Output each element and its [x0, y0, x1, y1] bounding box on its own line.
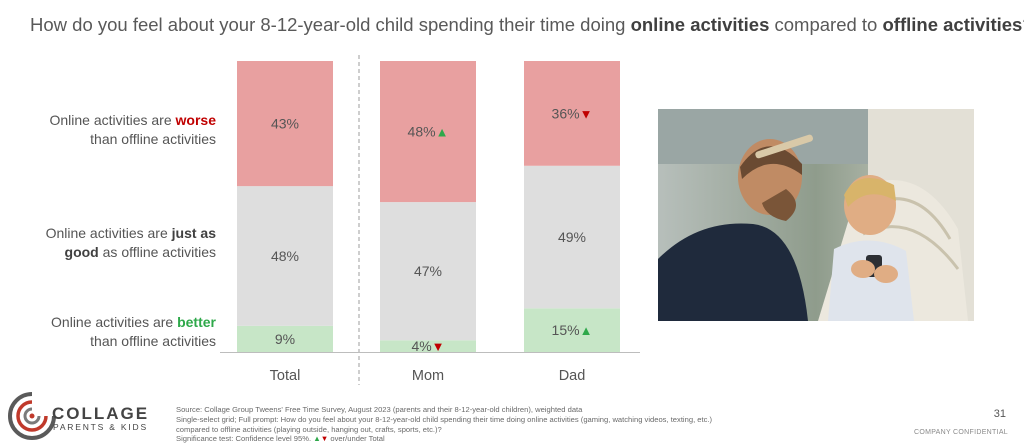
confidential-label: COMPANY CONFIDENTIAL [913, 429, 1008, 436]
data-label-better-dad: 15%▲ [552, 322, 593, 338]
footnote-prompt-cont: compared to offline activities (playing … [176, 424, 442, 434]
footnote-prompt: Single-select grid; Full prompt: How do … [176, 414, 713, 424]
category-label-dad: Dad [559, 368, 586, 384]
row-label-worse: Online activities are worse than offline… [49, 112, 216, 147]
sig-down-icon: ▼ [432, 339, 445, 354]
father-son-photo [658, 109, 974, 321]
data-label-same-dad: 49% [558, 229, 586, 245]
sig-up-icon: ▲ [436, 125, 449, 140]
footnote-significance: Significance test: Confidence level 95%.… [176, 434, 385, 444]
sig-down-icon: ▼ [320, 434, 329, 444]
bar-worse-mom [380, 61, 476, 203]
data-label-better-total: 9% [275, 331, 295, 347]
data-label-worse-mom: 48%▲ [408, 124, 449, 140]
sig-up-icon: ▲ [580, 323, 593, 338]
slide-title: How do you feel about your 8-12-year-old… [30, 14, 1024, 35]
row-label-better: Online activities are better than offlin… [51, 314, 216, 349]
bar-better-dad [524, 308, 620, 352]
logo-tagline: PARENTS & KIDS [53, 422, 148, 432]
data-label-worse-dad: 36%▼ [552, 105, 593, 121]
bar-worse-dad [524, 61, 620, 166]
stacked-bar-chart: 9% 48% 43% Total 4%▼ 47% 48%▲ Mom 15%▲ 49% 36%▼ Dad [220, 55, 640, 385]
category-label-mom: Mom [412, 368, 444, 384]
bar-worse-total [237, 61, 333, 187]
data-label-same-mom: 47% [414, 263, 442, 279]
bar-same-mom [380, 202, 476, 341]
row-label-same: Online activities are just as good as of… [45, 225, 216, 260]
footnote-source: Source: Collage Group Tweens' Free Time … [176, 405, 583, 414]
sig-up-icon: ▲ [313, 434, 321, 444]
sig-down-icon: ▼ [580, 106, 593, 121]
footnotes: Source: Collage Group Tweens' Free Time … [176, 405, 712, 444]
category-label-total: Total [270, 368, 301, 384]
bar-same-total [237, 186, 333, 326]
page-number: 31 [993, 408, 1006, 420]
bar-same-dad [524, 165, 620, 309]
collage-logo-icon [8, 392, 56, 440]
data-label-better-mom: 4%▼ [411, 338, 444, 354]
data-label-worse-total: 43% [271, 116, 299, 132]
logo-wordmark: COLLAGE [52, 404, 150, 423]
bar-better-total [237, 325, 333, 352]
data-label-same-total: 48% [271, 248, 299, 264]
bar-better-mom [380, 340, 476, 352]
